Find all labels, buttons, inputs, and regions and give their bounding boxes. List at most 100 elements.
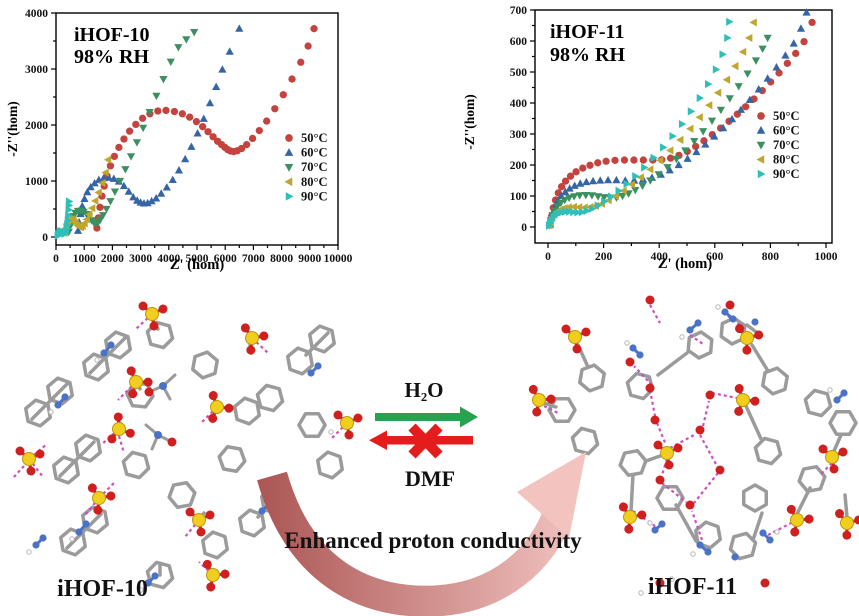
oxygen-atom [206, 582, 216, 592]
hydrogen-atom [48, 409, 54, 415]
svg-text:400: 400 [510, 98, 528, 110]
oxygen-atom [353, 413, 363, 423]
carbon-bond [751, 511, 764, 542]
sulfur-atom [568, 330, 582, 344]
curved-arrow-shaft [257, 471, 574, 616]
svg-text:9000: 9000 [298, 253, 321, 265]
oxygen-atom [664, 460, 674, 470]
hydrogen-bond [135, 313, 153, 330]
nitrogen-atom [54, 401, 62, 409]
oxygen-atom [333, 410, 343, 420]
oxygen-atom [202, 559, 212, 569]
nitrogen-atom [100, 349, 108, 357]
svg-text:0: 0 [42, 232, 48, 244]
oxygen-atom [742, 345, 752, 355]
hydrogen-bond [28, 443, 48, 460]
sulfonate-group [528, 384, 556, 417]
svg-text:200: 200 [510, 160, 528, 172]
oxygen-atom [653, 440, 663, 450]
oxygen-atom [750, 396, 760, 406]
hydrogen-bond [543, 405, 559, 414]
svg-text:2000: 2000 [101, 253, 124, 265]
nitrogen-atom [694, 319, 702, 327]
carbon-bond [744, 404, 764, 443]
legend-label: 70°C [301, 160, 328, 174]
legend-label: 70°C [773, 138, 800, 152]
oxygen-atom [528, 384, 538, 394]
nitrogen-atom [629, 344, 637, 352]
svg-text:600: 600 [510, 36, 528, 48]
carbon-bond [656, 351, 689, 377]
oxygen-atom [581, 327, 591, 337]
hydrogen-atom [624, 340, 630, 346]
oxygen-atom [128, 389, 138, 399]
nitrogen-atom [314, 362, 322, 370]
svg-text:0: 0 [521, 222, 527, 234]
sulfur-atom [660, 446, 674, 460]
benzene-ring [52, 455, 80, 485]
oxygen-atom [790, 527, 800, 537]
hydrogen-bond [648, 389, 657, 417]
benzene-ring [570, 426, 600, 456]
benzene-ring [145, 560, 175, 590]
svg-text:5000: 5000 [186, 253, 209, 265]
sulfur-atom [192, 513, 206, 527]
tick-labels: 0 200 400 600 800 1000 0 100 200 300 400 500 600 700 [510, 5, 838, 263]
benzene-ring [81, 505, 109, 535]
hydrogen-bond [200, 406, 218, 424]
water-oxygen-atom [655, 475, 665, 485]
svg-text:1000: 1000 [73, 253, 96, 265]
hydrogen-atom [638, 590, 644, 596]
oxygen-atom [220, 569, 230, 579]
oxygen-atom [107, 434, 117, 444]
hydrogen-atom [827, 387, 833, 393]
carbon-bond [65, 512, 103, 550]
nitrogen-atom [75, 528, 83, 536]
sulfonate-group [202, 559, 230, 592]
curved-arrow-head [517, 452, 586, 538]
svg-text:3000: 3000 [129, 253, 152, 265]
benzene-ring [655, 484, 685, 512]
tick-labels: 0 1000 2000 3000 4000 5000 6000 7000 8000 9000 100… [25, 8, 353, 265]
legend-label: 60°C [773, 124, 800, 138]
hydrogen-atom [69, 536, 75, 542]
hydrogen-bond [117, 435, 126, 454]
legend-label: 80°C [301, 175, 328, 189]
oxygen-atom [205, 510, 215, 520]
oxygen-atom [224, 403, 234, 413]
sulfonate-group [561, 324, 591, 354]
nitrogen-atom [658, 520, 666, 528]
h2o-label: H₂O [404, 378, 444, 402]
water-oxygen-atom [725, 300, 735, 310]
water-oxygen-atom [645, 295, 655, 305]
sulfur-atom [112, 422, 126, 436]
nitrogen-atom [307, 369, 315, 377]
benzene-ring [753, 436, 783, 466]
h2o-forward-arrow-icon [375, 406, 478, 428]
nyquist-chart-ihof-10: 0 1000 2000 3000 4000 5000 6000 7000 8000 9000 100… [0, 0, 430, 293]
oxygen-atom [818, 444, 828, 454]
benzene-ring [24, 398, 52, 428]
hydrogen-bond [819, 462, 833, 476]
iHOF-10-nyquist-svg: 0 1000 2000 3000 4000 5000 6000 7000 8000 9000 100… [5, 8, 353, 273]
svg-text:8000: 8000 [270, 253, 293, 265]
sulfonate-group [185, 507, 215, 537]
hydrogen-atom [26, 549, 32, 555]
svg-text:500: 500 [510, 67, 528, 79]
sulfur-atom [245, 331, 259, 345]
sulfonate-group [618, 502, 647, 534]
sulfonate-group [786, 504, 814, 537]
chart-title-line: iHOF-10 [74, 24, 150, 46]
svg-text:4000: 4000 [25, 8, 48, 20]
oxygen-atom [735, 324, 745, 334]
svg-text:200: 200 [595, 251, 613, 263]
oxygen-atom [673, 443, 683, 453]
sulfonate-group [734, 384, 760, 416]
water-oxygen-atom [695, 425, 705, 435]
sulfonate-group [240, 323, 269, 355]
svg-text:100: 100 [510, 191, 528, 203]
sulfur-atom [825, 450, 839, 464]
nitrogen-atom [833, 396, 841, 404]
y-axis-title: -Z''(hom) [462, 94, 477, 150]
oxygen-atom [734, 406, 744, 416]
